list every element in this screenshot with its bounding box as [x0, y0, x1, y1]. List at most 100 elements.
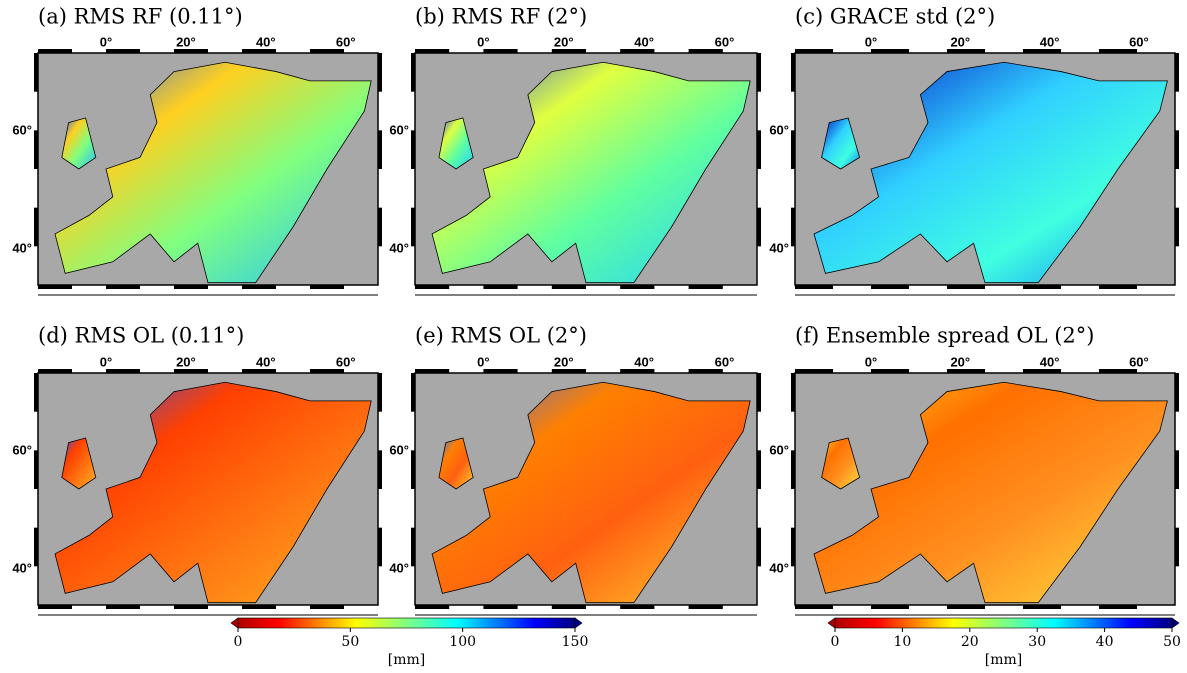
frame-bar	[310, 285, 344, 289]
frame-bar	[310, 605, 344, 609]
frame-bar	[757, 53, 761, 92]
frame-bar	[242, 49, 276, 53]
panel-title: (e) RMS OL (2°)	[415, 324, 587, 348]
frame-bar	[757, 207, 761, 247]
frame-bar	[791, 450, 795, 489]
frame-bar	[620, 49, 655, 53]
lat-label: 60°	[12, 442, 32, 457]
map-land	[431, 61, 751, 284]
lat-label: 60°	[12, 122, 32, 137]
lat-label: 40°	[769, 560, 789, 575]
frame-bar	[1175, 207, 1179, 247]
map-land	[61, 437, 97, 490]
frame-bar	[1023, 369, 1061, 373]
frame-bar	[242, 605, 276, 609]
frame-bar	[795, 605, 833, 609]
frame-bar	[483, 369, 518, 373]
map-land	[54, 381, 372, 604]
lon-label: 20°	[950, 34, 970, 49]
frame-bar	[378, 527, 382, 567]
frame-bar	[411, 207, 415, 247]
map-land	[821, 117, 861, 170]
panel-title: (a) RMS RF (0.11°)	[38, 5, 243, 29]
colorbar-tick-label: 150	[562, 634, 589, 650]
frame-bar	[947, 285, 985, 289]
colorbar-tick-label: 10	[893, 634, 911, 650]
frame-bar	[1099, 369, 1137, 373]
map-land	[813, 381, 1168, 604]
map-land	[438, 437, 474, 490]
lon-label: 60°	[336, 34, 356, 49]
panel-title: (f) Ensemble spread OL (2°)	[795, 324, 1094, 348]
lon-label: 20°	[176, 34, 196, 49]
frame-bar	[34, 450, 38, 489]
lon-label: 0°	[477, 354, 489, 369]
lat-label: 60°	[769, 442, 789, 457]
colorbar-tick-label: 40	[1096, 634, 1114, 650]
frame-bar	[791, 53, 795, 92]
panel-title: (b) RMS RF (2°)	[415, 5, 587, 29]
frame-bar	[791, 130, 795, 169]
lat-label: 40°	[389, 240, 409, 255]
lon-label: 60°	[1129, 34, 1149, 49]
lon-label: 0°	[865, 34, 877, 49]
frame-bar	[688, 369, 723, 373]
lat-label: 40°	[769, 240, 789, 255]
lon-label: 0°	[100, 34, 112, 49]
colorbar-label: [mm]	[388, 652, 425, 668]
frame-bar	[1175, 373, 1179, 412]
frame-bar	[791, 373, 795, 412]
lon-label: 40°	[1040, 34, 1060, 49]
frame-bar	[411, 450, 415, 489]
colorbar-end	[574, 617, 583, 629]
frame-bar	[620, 369, 655, 373]
lon-label: 20°	[554, 34, 574, 49]
frame-bar	[411, 527, 415, 567]
lon-label: 40°	[256, 354, 276, 369]
frame-bar	[34, 373, 38, 412]
frame-bar	[38, 49, 72, 53]
lon-label: 0°	[100, 354, 112, 369]
frame-bar	[174, 605, 208, 609]
frame-bar	[757, 450, 761, 489]
frame-bar	[871, 369, 909, 373]
colorbar-end	[1171, 617, 1180, 629]
frame-bar	[757, 373, 761, 412]
map-land	[821, 437, 861, 490]
frame-bar	[106, 49, 140, 53]
frame-bar	[378, 53, 382, 92]
frame-bar	[947, 49, 985, 53]
frame-bar	[688, 49, 723, 53]
map-land	[431, 381, 751, 604]
frame-bar	[757, 130, 761, 169]
panel-title: (c) GRACE std (2°)	[795, 5, 995, 29]
lon-label: 0°	[865, 354, 877, 369]
map-land	[61, 117, 97, 170]
frame-bar	[415, 605, 450, 609]
frame-bar	[34, 207, 38, 247]
frame-bar	[791, 527, 795, 567]
frame-bar	[310, 369, 344, 373]
colorbar-tick-label: 50	[341, 634, 359, 650]
lon-label: 40°	[256, 34, 276, 49]
frame-bar	[1023, 605, 1061, 609]
frame-bar	[871, 49, 909, 53]
colorbar-label: [mm]	[985, 652, 1022, 668]
lat-label: 60°	[389, 122, 409, 137]
frame-bar	[551, 49, 586, 53]
frame-bar	[415, 49, 450, 53]
frame-bar	[551, 285, 586, 289]
frame-bar	[242, 285, 276, 289]
frame-bar	[38, 369, 72, 373]
frame-bar	[947, 369, 985, 373]
colorbar-end	[230, 617, 239, 629]
frame-bar	[947, 605, 985, 609]
lat-label: 40°	[389, 560, 409, 575]
lon-label: 60°	[1129, 354, 1149, 369]
colorbar-tick-label: 0	[234, 634, 243, 650]
colorbar	[834, 617, 1173, 629]
frame-bar	[757, 527, 761, 567]
frame-bar	[411, 130, 415, 169]
frame-bar	[1099, 49, 1137, 53]
